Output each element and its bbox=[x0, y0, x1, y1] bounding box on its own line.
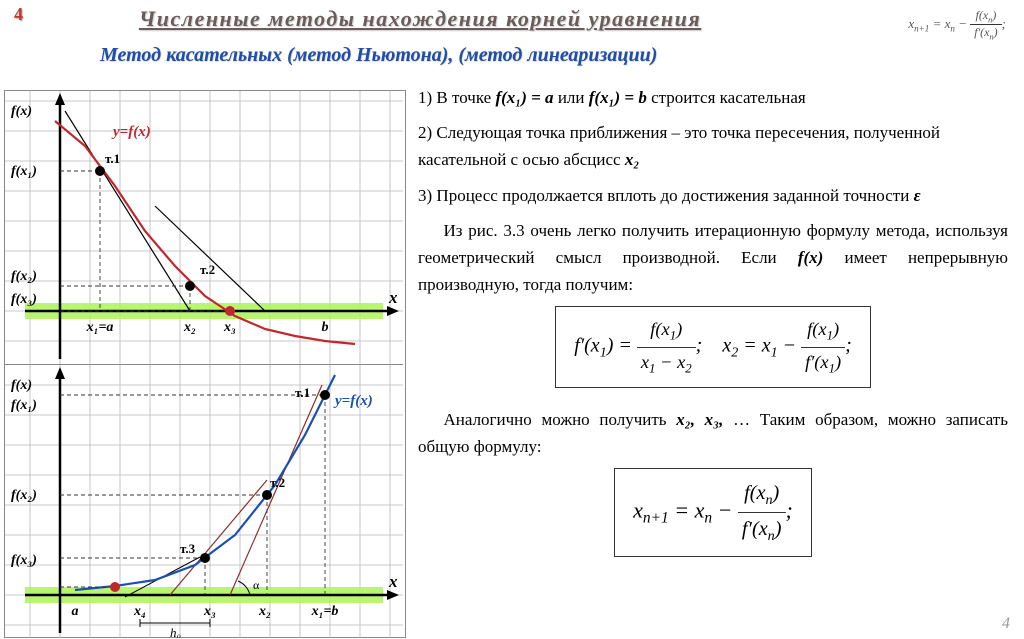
charts-container: т.1 т.2 f(x) f(x₁) f(x₂) f(x₃) x₁=a x₂ x₃ b y=f(x)… bbox=[4, 90, 406, 638]
formula-box-1: f′(x1) = f(x1)x1 − x2; x2 = x1 − f(x1)f′… bbox=[418, 306, 1008, 388]
svg-text:a: a bbox=[72, 604, 79, 619]
chart-top: т.1 т.2 f(x) f(x₁) f(x₂) f(x₃) x₁=a x₂ x₃ b y=f(x)… bbox=[5, 91, 403, 364]
svg-text:f(x₁): f(x₁) bbox=[11, 398, 37, 413]
svg-text:x₂: x₂ bbox=[258, 604, 271, 619]
svg-text:f(x): f(x) bbox=[11, 378, 32, 393]
svg-text:т.1: т.1 bbox=[295, 385, 310, 400]
svg-text:f(x₃): f(x₃) bbox=[11, 553, 37, 568]
step-2: 2) Следующая точка приближения – это точ… bbox=[418, 119, 1008, 173]
svg-text:y=f(x): y=f(x) bbox=[333, 393, 373, 409]
svg-text:т.2: т.2 bbox=[270, 475, 285, 490]
svg-text:x: x bbox=[388, 288, 398, 307]
body-text: 1) В точке f(x₁) = a или f(x₁) = b строи… bbox=[418, 80, 1008, 557]
svg-text:x₁=b: x₁=b bbox=[311, 604, 339, 619]
svg-text:т.2: т.2 bbox=[200, 262, 215, 277]
page-number-br: 4 bbox=[1002, 615, 1010, 633]
svg-text:x₄: x₄ bbox=[133, 604, 146, 619]
page-subtitle: Метод касательных (метод Ньютона), (мето… bbox=[100, 44, 740, 67]
svg-text:f(x₂): f(x₂) bbox=[11, 488, 37, 503]
svg-text:x₃: x₃ bbox=[223, 320, 236, 335]
paragraph-2: Аналогично можно получить x₂, x₃, … Таки… bbox=[418, 406, 1008, 460]
formula-box-2: xn+1 = xn − f(xn)f′(xn); bbox=[418, 468, 1008, 556]
svg-text:y=f(x): y=f(x) bbox=[111, 124, 151, 140]
corner-formula: xn+1 = xn − f(xn)f′(xn); bbox=[908, 8, 1006, 42]
svg-text:f(x₃): f(x₃) bbox=[11, 292, 37, 307]
svg-text:x: x bbox=[388, 572, 398, 591]
step-3: 3) Процесс продолжается вплоть до достиж… bbox=[418, 182, 1008, 209]
svg-text:т.3: т.3 bbox=[180, 541, 196, 556]
paragraph-1: Из рис. 3.3 очень легко получить итераци… bbox=[418, 217, 1008, 299]
page-title: Численные методы нахождения корней уравн… bbox=[100, 6, 740, 32]
chart-bottom: т.1 т.2 т.3 f(x) f(x₁) f(x₂) f(x₃) a x₄ x₃ x₂ x₁=b y… bbox=[5, 364, 403, 638]
step-1: 1) В точке f(x₁) = a или f(x₁) = b строи… bbox=[418, 84, 1008, 111]
svg-text:x₃: x₃ bbox=[203, 604, 216, 619]
svg-text:x₂: x₂ bbox=[183, 320, 196, 335]
svg-text:т.1: т.1 bbox=[105, 151, 120, 166]
svg-text:h₀: h₀ bbox=[170, 625, 181, 638]
svg-text:f(x₂): f(x₂) bbox=[11, 269, 37, 284]
svg-text:α: α bbox=[253, 578, 260, 592]
page-number-tl: 4 bbox=[14, 4, 23, 25]
svg-text:x₁=a: x₁=a bbox=[86, 320, 114, 335]
svg-text:f(x₁): f(x₁) bbox=[11, 164, 37, 179]
svg-text:b: b bbox=[322, 320, 329, 335]
svg-text:f(x): f(x) bbox=[11, 104, 32, 119]
